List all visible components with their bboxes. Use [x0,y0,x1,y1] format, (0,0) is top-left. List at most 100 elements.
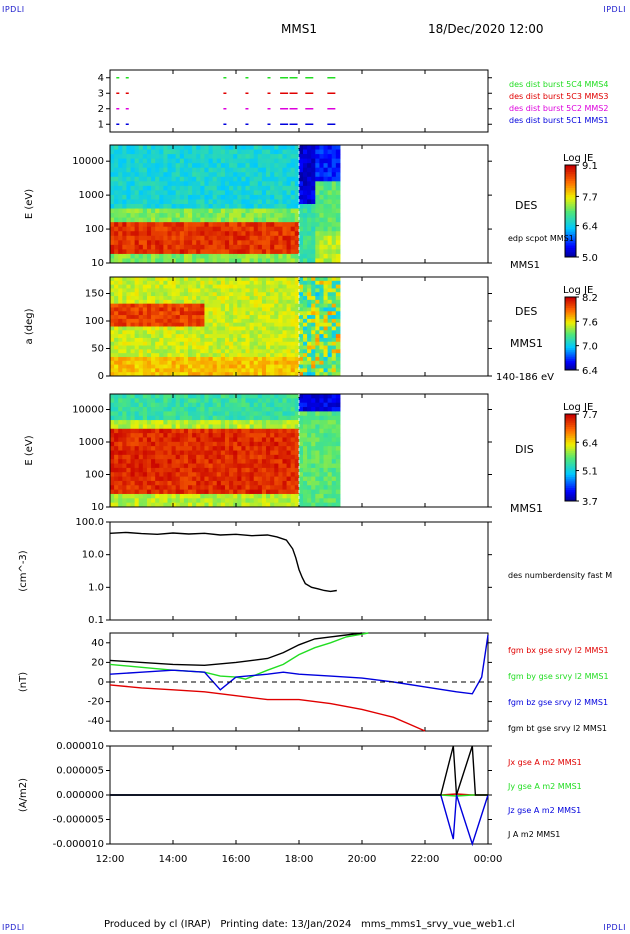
spectrogram-cell-dis_energy-1-2 [114,402,119,408]
spectrogram-cell-des_pitch-43-4 [286,292,292,297]
spectrogram-cell-des_energy-9-5 [146,167,152,173]
spectrogram-cell-des_energy-27-21 [220,240,226,246]
spectrogram-cell-dis_energy-27-2 [220,402,226,408]
spectrogram-cell-des_pitch-5-15 [130,334,136,339]
spectrogram-cell-dis_energy-7-9 [138,433,144,438]
spectrogram-cell-des_pitch-42-9 [282,311,288,316]
spectrogram-cell-des_pitch-7-8 [138,307,144,312]
spectrogram-cell-des_energy-18-4 [183,163,189,169]
spectrogram-cell-dis_energy-16-0 [175,394,181,399]
spectrogram-cell-dis_energy-52-16 [323,463,329,469]
spectrogram-cell-des_energy-8-5 [142,167,148,173]
spectrogram-cell-des_pitch-0-5 [110,296,115,301]
spectrogram-cell-dis_energy-20-5 [192,415,197,421]
spectrogram-cell-des_pitch-22-20 [200,353,205,358]
spectrogram-cell-des_pitch-36-0 [257,277,263,282]
spectrogram-cell-dis_energy-8-14 [142,454,148,460]
spectrogram-cell-dis_energy-36-8 [257,428,263,434]
spectrogram-cell-des_pitch-8-19 [142,349,148,354]
spectrogram-cell-des_pitch-32-0 [241,277,247,282]
spectrogram-cell-des_pitch-40-3 [274,288,279,293]
spectrogram-cell-des_energy-40-19 [274,231,279,237]
spectrogram-cell-des_energy-26-22 [216,244,222,250]
series-line-density-0 [109,531,337,593]
spectrogram-cell-dis_energy-31-12 [237,446,242,451]
spectrogram-cell-dis_energy-34-21 [249,485,255,491]
spectrogram-cell-des_pitch-47-16 [302,337,308,343]
spectrogram-cell-des_energy-17-5 [179,167,185,173]
spectrogram-cell-des_energy-49-0 [311,145,316,151]
spectrogram-cell-des_energy-1-1 [114,149,119,155]
spectrogram-cell-des_pitch-27-13 [220,326,226,331]
spectrogram-cell-des_energy-31-1 [237,149,242,155]
spectrogram-cell-des_pitch-24-13 [208,326,214,331]
spectrogram-cell-des_energy-2-22 [118,244,123,250]
spectrogram-cell-des_pitch-43-12 [286,322,292,327]
spectrogram-cell-dis_energy-42-16 [282,463,288,469]
spectrogram-cell-des_pitch-19-18 [188,345,193,350]
spectrogram-cell-dis_energy-12-5 [159,415,164,421]
spectrogram-cell-dis_energy-25-12 [212,446,218,451]
spectrogram-cell-des_pitch-16-13 [175,326,181,331]
spectrogram-cell-des_pitch-19-19 [188,349,193,354]
spectrogram-cell-dis_energy-44-9 [290,433,296,438]
spectrogram-cell-dis_energy-15-20 [171,480,177,486]
spectrogram-cell-dis_energy-23-19 [204,476,210,482]
spectrogram-cell-des_pitch-32-21 [241,356,247,362]
spectrogram-cell-dis_energy-51-21 [319,485,325,491]
spectrogram-cell-des_energy-15-13 [171,204,177,210]
spectrogram-cell-des_energy-40-25 [274,258,279,264]
spectrogram-cell-des_energy-19-15 [188,213,193,219]
spectrogram-cell-des_energy-11-5 [155,167,160,173]
spectrogram-cell-des_energy-49-23 [311,249,316,255]
spectrogram-cell-des_pitch-6-25 [134,372,140,377]
spectrogram-cell-des_energy-32-7 [241,176,247,182]
spectrogram-cell-dis_energy-17-25 [179,502,185,508]
spectrogram-cell-des_energy-9-18 [146,226,152,232]
spectrogram-cell-dis_energy-45-25 [294,502,300,508]
spectrogram-cell-des_energy-49-16 [311,217,316,223]
spectrogram-cell-des_energy-33-23 [245,249,251,255]
spectrogram-cell-des_energy-29-18 [229,226,234,232]
spectrogram-cell-des_pitch-19-6 [188,299,193,305]
spectrogram-cell-des_energy-22-6 [200,172,205,178]
spectrogram-cell-des_pitch-12-18 [159,345,164,350]
colorbar-frame-dis_energy [564,413,577,502]
spectrogram-cell-des_energy-11-16 [155,217,160,223]
spectrogram-cell-des_pitch-38-14 [266,330,271,335]
spectrogram-cell-des_pitch-36-24 [257,368,263,373]
spectrogram-cell-des_energy-6-7 [134,176,140,182]
spectrogram-cell-dis_energy-22-19 [200,476,205,482]
spectrogram-cell-dis_energy-21-8 [196,428,201,434]
spectrogram-cell-des_pitch-28-15 [224,334,230,339]
spectrogram-cell-dis_energy-8-1 [142,398,148,404]
spectrogram-cell-dis_energy-49-14 [311,454,316,460]
spectrogram-cell-des_pitch-48-18 [307,345,312,350]
spectrogram-cell-dis_energy-28-14 [224,454,230,460]
spectrogram-cell-dis_energy-1-1 [114,398,119,404]
spectrogram-cell-des_pitch-30-23 [233,364,238,369]
spectrogram-cell-des_energy-0-12 [110,199,115,205]
spectrogram-cell-des_pitch-14-14 [167,330,173,335]
spectrogram-cell-dis_energy-46-10 [298,437,304,443]
spectrogram-cell-des_energy-9-19 [146,231,152,237]
spectrogram-cell-des_energy-42-23 [282,249,288,255]
spectrogram-cell-des_energy-20-20 [192,235,197,241]
spectrogram-cell-des_pitch-7-14 [138,330,144,335]
spectrogram-cell-des_energy-28-1 [224,149,230,155]
spectrogram-cell-dis_energy-17-16 [179,463,185,469]
spectrogram-cell-des_energy-41-21 [278,240,283,246]
spectrogram-cell-des_energy-32-8 [241,181,247,187]
spectrogram-cell-des_pitch-1-14 [114,330,119,335]
colorbar-cell-dis_energy-9 [565,433,576,437]
spectrogram-cell-des_energy-53-15 [327,213,333,219]
spectrogram-cell-des_energy-16-12 [175,199,181,205]
spectrogram-cell-des_energy-42-14 [282,208,288,214]
spectrogram-cell-des_pitch-50-13 [315,326,320,331]
spectrogram-cell-des_energy-29-5 [229,167,234,173]
spectrogram-cell-des_pitch-29-0 [229,277,234,282]
spectrogram-cell-des_pitch-10-3 [151,288,156,293]
spectrogram-cell-des_energy-6-14 [134,208,140,214]
legend-b-3: fgm bt gse srvy l2 MMS1 [508,724,607,733]
spectrogram-cell-des_energy-25-14 [212,208,218,214]
